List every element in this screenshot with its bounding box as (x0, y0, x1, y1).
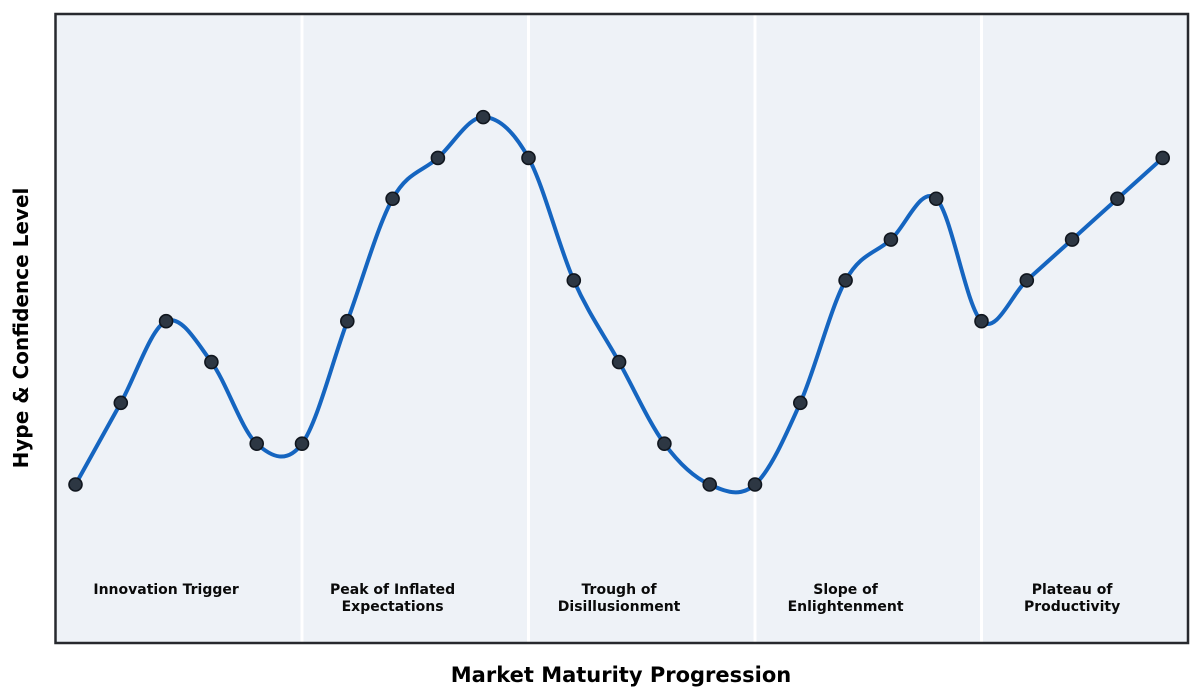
phase-label-slope-of-enlightenment: Slope of Enlightenment (787, 582, 904, 615)
data-point-marker (566, 273, 582, 288)
data-point-marker (430, 150, 446, 166)
data-point-marker (1155, 150, 1170, 166)
data-point-markers (68, 109, 1170, 492)
data-point-marker (611, 354, 627, 370)
data-point-marker (747, 477, 763, 492)
data-point-marker (838, 273, 853, 288)
data-point-marker (792, 395, 808, 411)
data-point-marker (294, 436, 310, 451)
data-point-marker (657, 436, 672, 451)
phase-label-plateau-of-productivity: Plateau of Productivity (1023, 582, 1121, 615)
data-point-marker (1110, 191, 1125, 207)
phase-label-innovation-trigger: Innovation Trigger (93, 582, 239, 598)
x-axis-label: Market Maturity Progression (450, 663, 792, 687)
y-axis-label: Hype & Confidence Level (9, 187, 33, 469)
data-point-marker (1064, 232, 1080, 247)
data-point-marker (521, 150, 536, 166)
data-point-marker (928, 191, 944, 207)
data-point-marker (974, 313, 989, 329)
data-point-marker (385, 191, 400, 207)
data-point-marker (158, 313, 174, 329)
data-point-marker (475, 109, 491, 125)
data-point-marker (68, 477, 83, 492)
plot-border (54, 12, 1190, 645)
phase-label-trough-of-disillusionment: Trough of Disillusionment (557, 582, 681, 615)
plot-background (55, 14, 1188, 643)
phase-label-peak-of-inflated-expectations: Peak of Inflated Expectations (330, 582, 456, 615)
data-point-marker (204, 354, 219, 370)
data-point-marker (249, 436, 265, 451)
data-point-marker (702, 477, 718, 492)
data-point-marker (339, 313, 355, 329)
data-point-marker (883, 232, 899, 247)
data-point-marker (1019, 273, 1035, 288)
data-point-marker (113, 395, 129, 411)
